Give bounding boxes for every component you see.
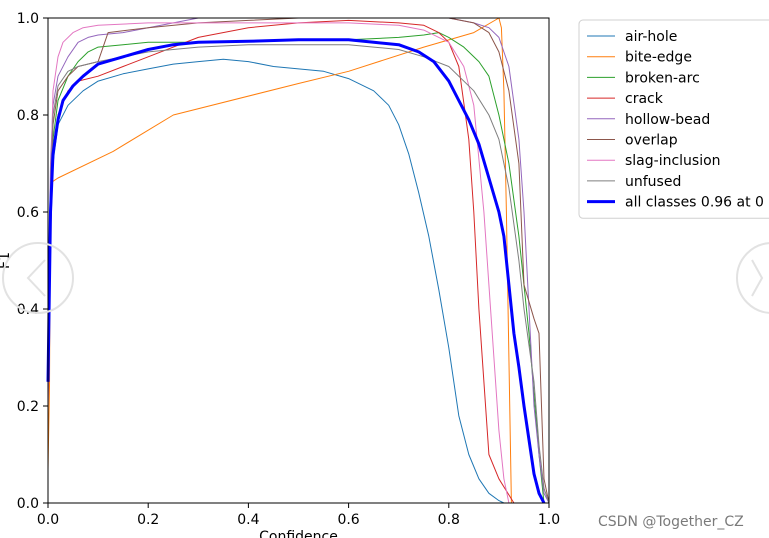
y-tick-label: 0.0 xyxy=(17,496,39,512)
x-tick-label: 0.0 xyxy=(37,512,59,528)
plot-lines xyxy=(46,17,550,504)
series-line-1 xyxy=(47,17,512,504)
y-tick-label: 0.4 xyxy=(17,302,39,318)
nav-left-arrow[interactable] xyxy=(2,242,74,314)
x-tick-label: 0.8 xyxy=(438,512,460,528)
y-tick-label: 0.8 xyxy=(17,108,39,124)
legend-label: all classes 0.96 at 0 xyxy=(625,195,764,211)
y-tick-label: 1.0 xyxy=(17,11,39,27)
legend-label: overlap xyxy=(625,133,678,149)
y-tick-label: 0.6 xyxy=(17,205,39,221)
chevron-right-icon xyxy=(736,242,769,314)
legend-label: broken-arc xyxy=(625,70,700,86)
legend-label: air-hole xyxy=(625,29,677,45)
plot-frame xyxy=(47,17,550,504)
x-tick-label: 0.4 xyxy=(237,512,259,528)
chevron-left-icon xyxy=(2,242,74,314)
watermark: CSDN @Together_CZ xyxy=(598,514,744,530)
legend-label: crack xyxy=(625,91,664,107)
series-line-7 xyxy=(47,44,550,504)
x-tick-label: 1.0 xyxy=(538,512,560,528)
nav-right-arrow[interactable] xyxy=(736,242,769,314)
x-tick-label: 0.2 xyxy=(137,512,159,528)
legend-label: hollow-bead xyxy=(625,112,710,128)
series-line-0 xyxy=(47,58,505,504)
series-line-2 xyxy=(47,32,545,504)
y-tick-label: 0.2 xyxy=(17,399,39,415)
series-line-3 xyxy=(47,19,515,504)
x-tick-label: 0.6 xyxy=(337,512,359,528)
legend-frame xyxy=(578,19,769,219)
legend: air-hole bite-edge broken-arc crack hollow-b… xyxy=(578,19,769,219)
legend-label: slag-inclusion xyxy=(625,153,721,169)
series-line-6 xyxy=(47,22,510,504)
legend-label: bite-edge xyxy=(625,50,692,66)
series-line-8 xyxy=(46,38,546,504)
legend-label: unfused xyxy=(625,174,681,190)
y-axis-ticks: 0.0 0.2 0.4 0.6 0.8 1.0 xyxy=(17,11,48,512)
x-axis-ticks: 0.0 0.2 0.4 0.6 0.8 1.0 xyxy=(37,503,560,528)
x-axis-label: Confidence xyxy=(259,529,338,538)
